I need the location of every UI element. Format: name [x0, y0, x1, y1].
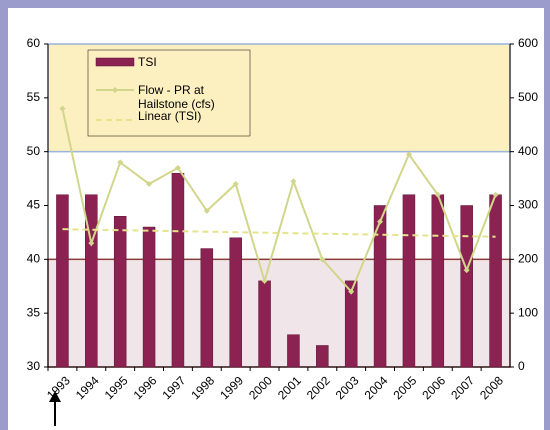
point — [59, 105, 66, 112]
bar — [431, 194, 445, 368]
point — [434, 191, 441, 198]
bar — [56, 194, 69, 368]
legend-label: TSI — [138, 55, 157, 69]
legend-label: Linear (TSI) — [138, 109, 202, 123]
bar — [489, 194, 502, 368]
legend-label-box: TSI — [138, 55, 157, 69]
bar — [229, 237, 242, 368]
bar — [344, 280, 358, 368]
point — [290, 178, 297, 185]
legend-swatch — [95, 57, 135, 67]
legend-label-box: Flow - PR at Hailstone (cfs) — [138, 83, 215, 111]
legend-label-box: Linear (TSI) — [138, 109, 202, 123]
point — [203, 207, 210, 214]
y-tick-label: 40 — [27, 252, 41, 266]
y-tick-label: 55 — [27, 90, 41, 104]
y-tick-label: 35 — [27, 305, 41, 319]
y-tick-label: 60 — [27, 36, 41, 50]
legend-label: Flow - PR at Hailstone (cfs) — [138, 83, 215, 111]
point — [261, 277, 268, 284]
y-tick-label: 30 — [27, 359, 41, 373]
point — [348, 288, 355, 295]
bar — [258, 280, 271, 368]
point — [377, 218, 384, 225]
y2-tick-label: 0 — [518, 359, 525, 373]
y2-tick-label: 300 — [518, 198, 538, 212]
bar — [402, 194, 416, 368]
point — [463, 267, 470, 274]
y2-tick-label: 200 — [518, 252, 538, 266]
point — [146, 180, 153, 187]
bar — [142, 226, 156, 368]
y2-tick-label: 600 — [518, 36, 538, 50]
bar — [171, 172, 185, 368]
point — [492, 191, 499, 198]
bar — [316, 345, 329, 368]
y2-tick-label: 400 — [518, 144, 538, 158]
bar — [460, 205, 473, 368]
point — [117, 159, 124, 166]
arrow-head — [49, 391, 61, 402]
legend-swatch — [112, 87, 118, 93]
y2-tick-label: 500 — [518, 90, 538, 104]
bar — [85, 194, 98, 368]
point — [174, 164, 181, 171]
bar — [113, 216, 127, 368]
point — [88, 240, 95, 247]
point — [232, 180, 239, 187]
point — [405, 151, 412, 158]
line — [61, 108, 497, 294]
bar — [373, 205, 387, 368]
y2-tick-label: 100 — [518, 305, 538, 319]
point — [319, 256, 326, 263]
bar — [287, 334, 300, 368]
bar — [200, 248, 214, 368]
y-tick-label: 45 — [27, 198, 41, 212]
line — [62, 228, 496, 238]
y-tick-label: 50 — [27, 144, 41, 158]
